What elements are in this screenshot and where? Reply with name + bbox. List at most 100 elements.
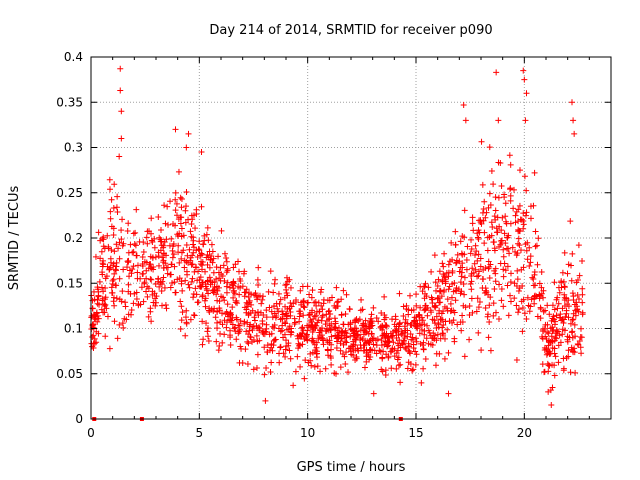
data-point (468, 246, 475, 253)
data-point (570, 117, 577, 124)
data-point (503, 245, 510, 252)
data-point (133, 296, 140, 303)
data-point (552, 334, 559, 341)
data-point (311, 299, 318, 306)
y-tick-label: 0.15 (56, 276, 83, 290)
data-point (492, 265, 499, 272)
data-point (575, 242, 582, 249)
data-point (131, 240, 138, 247)
data-point (472, 242, 479, 249)
data-point (497, 238, 504, 245)
data-point (452, 241, 459, 248)
data-point (252, 310, 259, 317)
data-point (158, 287, 165, 294)
data-point (396, 290, 403, 297)
data-point (237, 278, 244, 285)
data-point (116, 239, 123, 246)
data-point (183, 188, 190, 195)
data-point (107, 215, 114, 222)
data-point (559, 331, 566, 338)
data-point (107, 208, 114, 215)
data-point (223, 269, 230, 276)
data-point (298, 299, 305, 306)
data-point (410, 341, 417, 348)
data-point (469, 309, 476, 316)
data-point (404, 365, 411, 372)
data-point (385, 339, 392, 346)
data-point (433, 337, 440, 344)
data-point (121, 315, 128, 322)
data-point (97, 237, 104, 244)
data-point (461, 353, 468, 360)
data-point (554, 294, 561, 301)
data-point (141, 280, 148, 287)
data-point (481, 229, 488, 236)
data-point (187, 316, 194, 323)
data-point (326, 297, 333, 304)
data-point (322, 321, 329, 328)
data-point (551, 337, 558, 344)
data-point (148, 215, 155, 222)
data-point (146, 261, 153, 268)
data-point (198, 283, 205, 290)
data-point (145, 313, 152, 320)
data-point (232, 328, 239, 335)
data-point (221, 297, 228, 304)
data-point (127, 241, 134, 248)
data-point (577, 344, 584, 351)
data-point (413, 313, 420, 320)
data-point (282, 303, 289, 310)
data-point (439, 324, 446, 331)
data-point (451, 338, 458, 345)
data-point (445, 261, 452, 268)
data-point (569, 290, 576, 297)
y-tick-label: 0.1 (64, 322, 83, 336)
data-point (221, 331, 228, 338)
data-point (569, 348, 576, 355)
data-point (326, 322, 333, 329)
data-point (125, 288, 132, 295)
data-point (134, 269, 141, 276)
data-point (120, 266, 127, 273)
data-point (577, 334, 584, 341)
data-point (488, 219, 495, 226)
data-point (147, 276, 154, 283)
data-point (413, 351, 420, 358)
data-point (527, 259, 534, 266)
data-point (572, 333, 579, 340)
data-point (337, 340, 344, 347)
data-point (267, 369, 274, 376)
data-point (444, 326, 451, 333)
data-point (538, 284, 545, 291)
data-point (565, 303, 572, 310)
data-point (540, 287, 547, 294)
data-point (368, 330, 375, 337)
data-point (498, 227, 505, 234)
data-point (514, 250, 521, 257)
data-point (570, 293, 577, 300)
y-tick-label: 0.4 (64, 50, 83, 64)
data-point (188, 261, 195, 268)
data-point (202, 303, 209, 310)
data-point (461, 234, 468, 241)
data-point (536, 280, 543, 287)
data-point (367, 318, 374, 325)
data-point (548, 333, 555, 340)
data-point (95, 229, 102, 236)
data-point (258, 300, 265, 307)
data-point (159, 278, 166, 285)
data-point (277, 328, 284, 335)
data-point (292, 319, 299, 326)
data-point (528, 296, 535, 303)
data-point (133, 252, 140, 259)
data-point (118, 298, 125, 305)
data-point (523, 209, 530, 216)
data-point (165, 221, 172, 228)
data-point (190, 237, 197, 244)
data-point (462, 117, 469, 124)
data-point (448, 239, 455, 246)
data-point (129, 249, 136, 256)
data-point (328, 361, 335, 368)
data-point (296, 313, 303, 320)
data-point (511, 295, 518, 302)
